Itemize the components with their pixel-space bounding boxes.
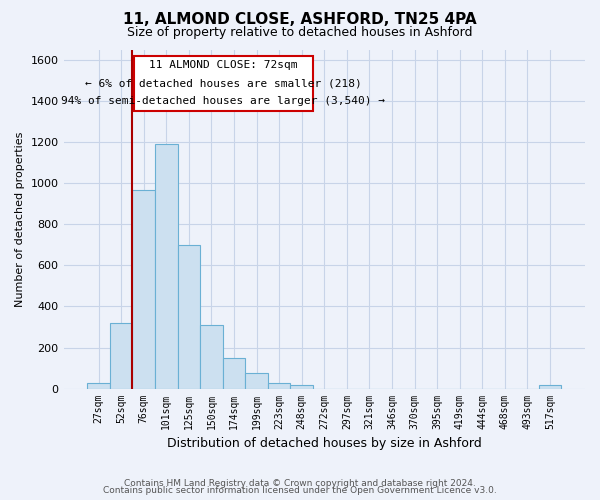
Text: Size of property relative to detached houses in Ashford: Size of property relative to detached ho…	[127, 26, 473, 39]
Bar	[110, 323, 133, 388]
Bar	[200, 325, 223, 388]
Text: 11 ALMOND CLOSE: 72sqm: 11 ALMOND CLOSE: 72sqm	[149, 60, 298, 70]
Bar	[133, 190, 155, 388]
Bar	[178, 245, 200, 388]
Bar	[223, 358, 245, 388]
Bar	[268, 384, 290, 388]
Text: 94% of semi-detached houses are larger (3,540) →: 94% of semi-detached houses are larger (…	[61, 96, 385, 106]
Y-axis label: Number of detached properties: Number of detached properties	[15, 132, 25, 307]
FancyBboxPatch shape	[134, 56, 313, 110]
Bar	[87, 384, 110, 388]
Bar	[155, 144, 178, 388]
Bar	[290, 386, 313, 388]
Bar	[245, 373, 268, 388]
Text: ← 6% of detached houses are smaller (218): ← 6% of detached houses are smaller (218…	[85, 78, 362, 88]
Text: Contains HM Land Registry data © Crown copyright and database right 2024.: Contains HM Land Registry data © Crown c…	[124, 478, 476, 488]
Bar	[539, 386, 561, 388]
X-axis label: Distribution of detached houses by size in Ashford: Distribution of detached houses by size …	[167, 437, 482, 450]
Text: 11, ALMOND CLOSE, ASHFORD, TN25 4PA: 11, ALMOND CLOSE, ASHFORD, TN25 4PA	[123, 12, 477, 28]
Text: Contains public sector information licensed under the Open Government Licence v3: Contains public sector information licen…	[103, 486, 497, 495]
